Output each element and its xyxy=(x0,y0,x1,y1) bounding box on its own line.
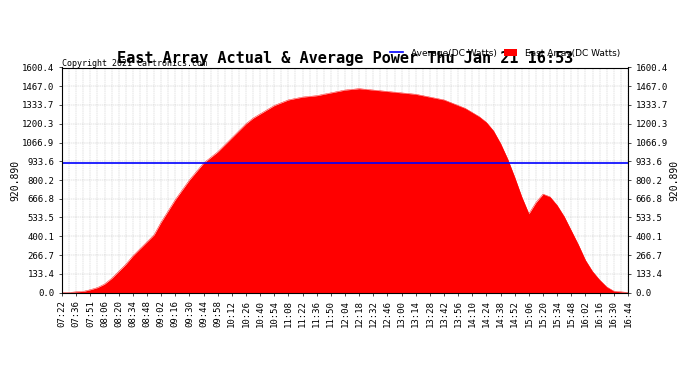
Legend: Average(DC Watts), East Array(DC Watts): Average(DC Watts), East Array(DC Watts) xyxy=(386,45,623,61)
Y-axis label: 920.890: 920.890 xyxy=(669,159,679,201)
Text: Copyright 2021 Cartronics.com: Copyright 2021 Cartronics.com xyxy=(62,58,207,68)
Y-axis label: 920.890: 920.890 xyxy=(11,159,21,201)
Title: East Array Actual & Average Power Thu Jan 21 16:53: East Array Actual & Average Power Thu Ja… xyxy=(117,51,573,66)
